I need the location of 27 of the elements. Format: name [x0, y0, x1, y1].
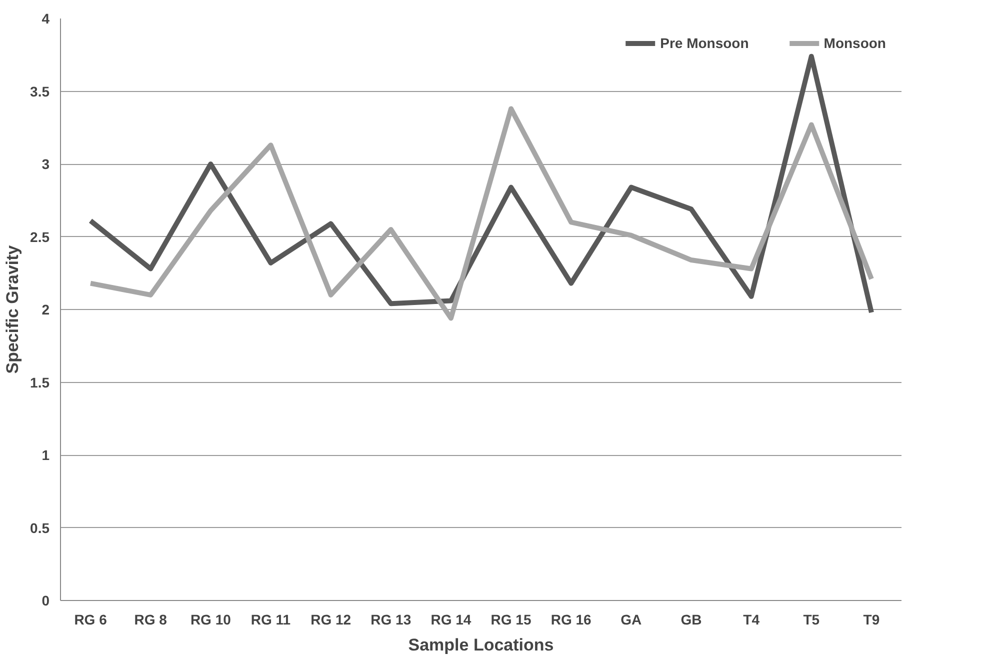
x-tick-label: RG 16: [550, 612, 592, 628]
y-tick-label: 2: [42, 302, 50, 318]
y-tick-label: 0: [42, 592, 50, 608]
legend-label: Pre Monsoon: [660, 35, 749, 51]
x-tick-label: T5: [803, 612, 820, 628]
x-tick-label: RG 12: [310, 612, 352, 628]
x-tick-label: GB: [680, 612, 702, 628]
x-axis-title: Sample Locations: [408, 636, 554, 654]
y-tick-label: 3: [42, 156, 50, 172]
x-tick-label: RG 11: [250, 612, 291, 628]
x-tick-label: RG 15: [490, 612, 532, 628]
x-tick-label: RG 14: [430, 612, 472, 628]
y-tick-label: 1.5: [30, 374, 50, 390]
x-tick-label: RG 10: [190, 612, 232, 628]
y-tick-label: 3.5: [30, 83, 50, 100]
x-tick-label: RG 8: [134, 612, 168, 628]
y-axis-title: Specific Gravity: [3, 244, 22, 374]
x-tick-label: RG 13: [370, 612, 412, 628]
legend-label: Monsoon: [824, 35, 886, 51]
x-tick-label: GA: [620, 612, 642, 628]
y-tick-label: 1: [42, 447, 50, 463]
x-tick-label: RG 6: [74, 612, 108, 628]
y-tick-label: 4: [42, 10, 50, 26]
x-tick-label: T4: [743, 612, 760, 628]
y-tick-label: 2.5: [30, 228, 50, 245]
x-tick-label: T9: [863, 612, 880, 628]
y-tick-label: 0.5: [30, 520, 50, 536]
